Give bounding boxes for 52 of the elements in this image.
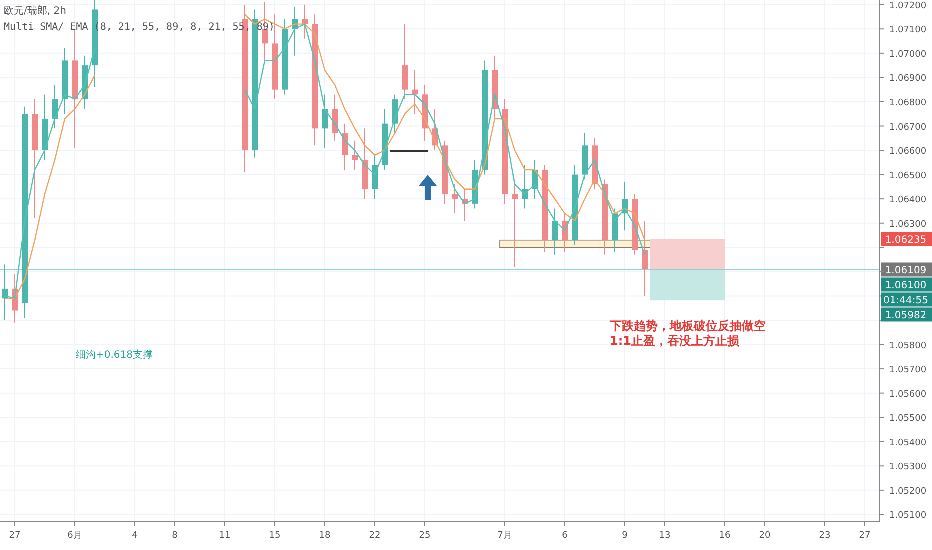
y-tick-label: 1.05400	[889, 438, 927, 448]
annotation: 下跌趋势，地板破位反抽做空 1:1止盈，吞没上方止损	[609, 319, 766, 348]
x-tick-label: 15	[269, 531, 281, 541]
y-tick-label: 1.05600	[889, 390, 927, 400]
annotation: 细沟+0.618支撑	[76, 349, 154, 361]
x-tick-label: 6月	[68, 531, 82, 541]
x-tick-label: 27	[859, 531, 871, 541]
y-tick-label: 1.05700	[889, 366, 927, 376]
x-tick-label: 7月	[498, 531, 512, 541]
x-tick-label: 16	[719, 531, 731, 541]
x-tick-label: 4	[132, 531, 138, 541]
y-tick-label: 1.06300	[889, 220, 927, 230]
x-tick-label: 25	[419, 531, 431, 541]
y-tick-label: 1.06700	[889, 122, 927, 133]
text: 1.06100	[885, 280, 927, 292]
y-tick-label: 1.07200	[889, 1, 927, 12]
y-tick-label: 1.07000	[889, 50, 927, 60]
ref-line-label: 1.06109	[885, 266, 927, 277]
y-tick-label: 1.06900	[889, 74, 927, 84]
x-tick-label: 6	[562, 531, 568, 541]
x-tick-label: 22	[369, 531, 381, 541]
candlestick	[342, 123, 348, 170]
x-tick-label: 11	[219, 531, 231, 541]
y-tick-label: 1.05300	[889, 462, 927, 473]
text: 欧元/瑞郎, 2h	[4, 5, 66, 17]
x-tick-label: 20	[759, 531, 771, 541]
y-tick-label: 1.06400	[889, 196, 927, 206]
text: 1.06235	[885, 235, 927, 246]
x-tick-label: 8	[172, 531, 178, 541]
candlestick	[642, 220, 648, 297]
candlestick	[352, 140, 358, 170]
y-tick-label: 1.06600	[889, 147, 927, 158]
y-tick-label: 1.06800	[889, 98, 927, 108]
x-tick-label: 23	[819, 531, 831, 541]
x-tick-label: 13	[659, 531, 671, 541]
candlestick	[302, 4, 308, 40]
text: 1.05982	[885, 310, 927, 322]
y-tick-label: 1.06500	[889, 171, 927, 182]
candlestick	[512, 179, 518, 268]
candlestick	[552, 208, 558, 256]
y-tick-label: 1.05800	[889, 341, 927, 352]
x-tick-label: 9	[622, 531, 628, 541]
y-tick-label: 1.07100	[889, 26, 927, 36]
y-tick-label: 1.05200	[889, 486, 927, 497]
candlestick	[52, 84, 58, 130]
text: 01:44:55	[884, 296, 928, 307]
y-tick-label: 1.05500	[889, 414, 927, 424]
x-tick-label: 27	[9, 531, 21, 541]
y-tick-label: 1.05100	[889, 511, 927, 522]
candlestick	[452, 184, 458, 214]
candlestick	[322, 94, 328, 149]
x-tick-label: 18	[319, 531, 331, 541]
